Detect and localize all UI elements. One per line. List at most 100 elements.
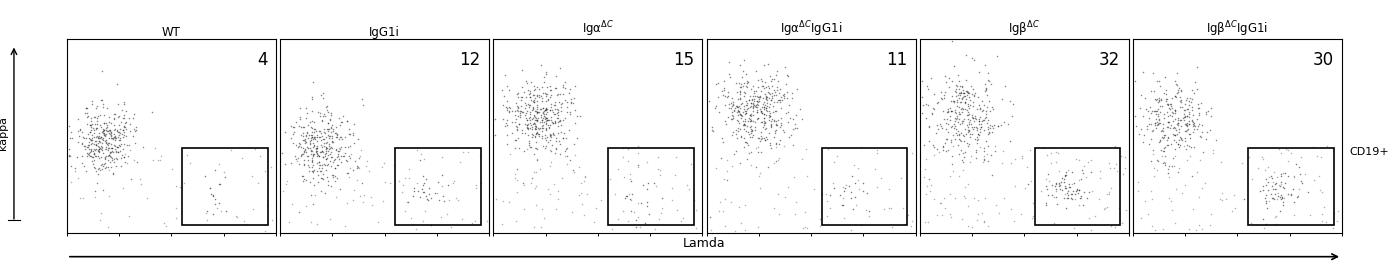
Point bbox=[1253, 187, 1275, 192]
Point bbox=[956, 141, 978, 145]
Point bbox=[1148, 138, 1170, 143]
Point bbox=[628, 151, 650, 156]
Point bbox=[759, 113, 781, 118]
Point bbox=[520, 134, 543, 139]
Point bbox=[1046, 151, 1069, 155]
Point bbox=[540, 159, 562, 164]
Point bbox=[86, 167, 109, 172]
Point bbox=[498, 200, 520, 205]
Point bbox=[748, 150, 770, 154]
Point bbox=[505, 125, 527, 130]
Point bbox=[988, 123, 1010, 128]
Point bbox=[93, 147, 116, 151]
Point bbox=[519, 103, 541, 108]
Point bbox=[495, 108, 518, 113]
Point bbox=[943, 99, 965, 104]
Point bbox=[112, 147, 134, 151]
Point bbox=[961, 104, 983, 109]
Point bbox=[918, 124, 940, 128]
Point bbox=[566, 136, 589, 141]
Point bbox=[738, 98, 760, 102]
Point bbox=[109, 136, 131, 140]
Point bbox=[1045, 189, 1067, 194]
Point bbox=[979, 82, 1002, 86]
Point bbox=[753, 119, 776, 124]
Point bbox=[93, 162, 116, 166]
Point bbox=[1148, 118, 1170, 122]
Point bbox=[293, 149, 315, 153]
Point bbox=[499, 106, 522, 110]
Point bbox=[534, 107, 557, 111]
Point bbox=[110, 164, 133, 168]
Point bbox=[1267, 194, 1289, 199]
Point bbox=[935, 136, 957, 141]
Point bbox=[109, 156, 131, 160]
Point bbox=[261, 217, 283, 222]
Point bbox=[636, 186, 658, 191]
Point bbox=[947, 174, 970, 178]
Point bbox=[1021, 214, 1043, 218]
Point bbox=[558, 111, 580, 116]
Bar bbox=[1249, 148, 1334, 225]
Point bbox=[294, 116, 317, 120]
Point bbox=[734, 117, 756, 121]
Point bbox=[949, 109, 971, 114]
Point bbox=[1197, 109, 1219, 113]
Point bbox=[519, 92, 541, 96]
Point bbox=[1056, 167, 1078, 172]
Point bbox=[547, 120, 569, 124]
Point bbox=[522, 106, 544, 110]
Point bbox=[74, 144, 96, 148]
Point bbox=[773, 93, 795, 98]
Point bbox=[297, 146, 319, 150]
Point bbox=[106, 145, 128, 150]
Point bbox=[99, 133, 121, 137]
Point bbox=[523, 93, 545, 97]
Point bbox=[1158, 120, 1180, 124]
Point bbox=[1161, 208, 1183, 213]
Point bbox=[551, 83, 573, 87]
Point bbox=[545, 110, 568, 115]
Point bbox=[1274, 181, 1296, 185]
Point bbox=[93, 156, 116, 161]
Point bbox=[1048, 169, 1070, 174]
Point bbox=[95, 125, 117, 130]
Point bbox=[294, 136, 317, 141]
Point bbox=[339, 132, 361, 136]
Point bbox=[947, 151, 970, 156]
Point bbox=[732, 90, 755, 95]
Point bbox=[965, 125, 988, 129]
Point bbox=[294, 133, 317, 138]
Point bbox=[95, 140, 117, 144]
Point bbox=[329, 134, 352, 139]
Point bbox=[612, 174, 635, 179]
Point bbox=[760, 117, 783, 121]
Point bbox=[728, 111, 751, 116]
Point bbox=[1141, 223, 1163, 228]
Point bbox=[1070, 176, 1092, 181]
Point bbox=[544, 86, 566, 90]
Point bbox=[735, 124, 757, 129]
Point bbox=[294, 204, 317, 209]
Point bbox=[292, 174, 314, 178]
Point bbox=[300, 148, 322, 153]
Point bbox=[396, 200, 418, 205]
Point bbox=[287, 141, 310, 145]
Point bbox=[98, 153, 120, 157]
Point bbox=[957, 144, 979, 148]
Point bbox=[544, 100, 566, 105]
Point bbox=[1173, 136, 1196, 140]
Point bbox=[315, 174, 338, 179]
Point bbox=[523, 100, 545, 104]
Point bbox=[1211, 198, 1233, 202]
Point bbox=[1176, 96, 1198, 100]
Point bbox=[550, 102, 572, 107]
Point bbox=[545, 147, 568, 151]
Point bbox=[921, 111, 943, 116]
Point bbox=[304, 193, 326, 198]
Point bbox=[88, 149, 110, 153]
Point bbox=[304, 149, 326, 153]
Point bbox=[520, 181, 543, 185]
Point bbox=[935, 149, 957, 153]
Point bbox=[550, 129, 572, 134]
